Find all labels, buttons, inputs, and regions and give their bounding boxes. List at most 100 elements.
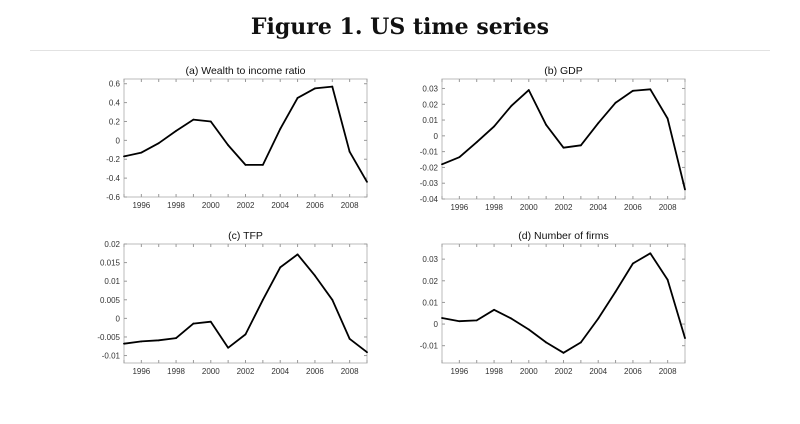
data-point <box>209 320 212 323</box>
data-point <box>614 101 617 104</box>
data-point <box>314 274 316 277</box>
y-tick-label: -0.6 <box>106 193 120 202</box>
data-point <box>175 337 177 339</box>
x-tick-label: 1998 <box>485 203 503 212</box>
y-tick-label: -0.01 <box>420 342 439 351</box>
y-tick-label: 0.03 <box>422 255 438 264</box>
panel-b: (b) GDP 1996 1998 2000 2002 2004 2006 2008 -0.04… <box>420 65 686 212</box>
panel-a: (a) Wealth to income ratio 1996 1998 2000 20… <box>106 65 368 210</box>
x-tick-label: 2006 <box>306 367 324 376</box>
x-tick-label: 2004 <box>271 367 289 376</box>
data-point <box>279 266 282 269</box>
data-point <box>493 308 495 311</box>
data-point <box>244 333 247 336</box>
data-point <box>510 104 513 107</box>
data-point <box>296 96 299 99</box>
data-point <box>157 339 160 342</box>
data-point <box>475 319 478 322</box>
y-tick-label: 0.2 <box>109 117 121 126</box>
panel-title: (b) GDP <box>544 65 583 77</box>
data-point <box>175 130 177 132</box>
y-tick-label: -0.005 <box>97 333 120 342</box>
figure-title: Figure 1. US time series <box>250 14 550 40</box>
x-tick-label: 2008 <box>341 201 359 210</box>
plot-frame <box>123 78 368 198</box>
x-tick-label: 2008 <box>659 367 677 376</box>
data-point <box>441 317 443 319</box>
y-tick-label: 0.03 <box>422 84 438 93</box>
y-tick-label: 0 <box>434 320 439 329</box>
x-tick-label: 2008 <box>659 203 677 212</box>
x-tick-label: 1996 <box>450 203 468 212</box>
x-tick-label: 2002 <box>237 367 255 376</box>
x-tick-label: 1996 <box>132 201 150 210</box>
y-tick-label: 0.02 <box>104 240 120 249</box>
data-point <box>649 88 652 91</box>
data-point <box>209 120 212 123</box>
panel-d: (d) Number of firms 1996 1998 2000 2002 2004 2… <box>420 230 686 376</box>
data-point <box>632 89 634 92</box>
data-point <box>614 290 617 293</box>
y-tick-label: 0 <box>116 314 121 323</box>
panel-title: (a) Wealth to income ratio <box>185 65 305 77</box>
x-tick-label: 2004 <box>271 201 289 210</box>
data-point <box>227 346 230 349</box>
y-tick-label: 0.01 <box>104 277 120 286</box>
y-tick-label: -0.04 <box>420 195 439 204</box>
y-tick-label: -0.4 <box>106 174 120 183</box>
x-tick-label: 1996 <box>132 367 150 376</box>
data-point <box>666 278 669 281</box>
data-point <box>684 188 686 191</box>
x-tick-label: 2000 <box>202 201 220 210</box>
x-tick-label: 2008 <box>341 367 359 376</box>
data-point <box>579 144 582 147</box>
x-tick-label: 1998 <box>167 367 185 376</box>
data-point <box>597 122 600 125</box>
data-point <box>348 150 351 153</box>
y-tick-label: 0.4 <box>109 99 121 108</box>
x-tick-label: 2004 <box>589 367 607 376</box>
data-point <box>296 253 299 256</box>
data-point <box>348 337 351 340</box>
y-tick-label: -0.02 <box>420 163 439 172</box>
y-tick-label: 0.01 <box>422 298 438 307</box>
data-point <box>562 351 565 354</box>
data-point <box>157 142 160 145</box>
data-point <box>314 87 316 90</box>
plot-frame <box>441 243 686 364</box>
y-tick-label: 0 <box>434 132 439 141</box>
x-tick-label: 2000 <box>520 367 538 376</box>
x-tick-label: 2000 <box>202 367 220 376</box>
data-point <box>192 322 195 325</box>
divider <box>30 50 770 51</box>
data-point <box>684 337 686 340</box>
data-point <box>562 146 565 149</box>
y-tick-label: 0.6 <box>109 80 121 89</box>
data-point <box>493 125 495 128</box>
panel-c: (c) TFP 1996 1998 2000 2002 2004 2006 2008 -0.01… <box>97 230 368 376</box>
y-tick-label: 0.02 <box>422 100 438 109</box>
data-point <box>366 351 368 354</box>
data-point <box>140 151 143 154</box>
data-point <box>227 144 230 146</box>
data-point <box>527 89 530 91</box>
panel-title: (d) Number of firms <box>518 230 608 242</box>
y-tick-label: -0.03 <box>420 179 439 188</box>
data-point <box>666 117 669 120</box>
data-point <box>140 340 143 343</box>
data-point <box>510 317 513 320</box>
data-point <box>331 298 334 301</box>
y-tick-label: -0.2 <box>106 155 120 164</box>
y-tick-label: 0.02 <box>422 277 438 286</box>
data-point <box>527 328 530 331</box>
y-tick-label: -0.01 <box>420 148 439 157</box>
data-point <box>475 141 478 144</box>
x-tick-label: 2002 <box>237 201 255 210</box>
data-point <box>123 155 125 158</box>
data-point <box>632 262 634 265</box>
x-tick-label: 2000 <box>520 203 538 212</box>
panel-title: (c) TFP <box>228 230 263 242</box>
data-point <box>366 180 368 183</box>
x-tick-label: 1998 <box>485 367 503 376</box>
